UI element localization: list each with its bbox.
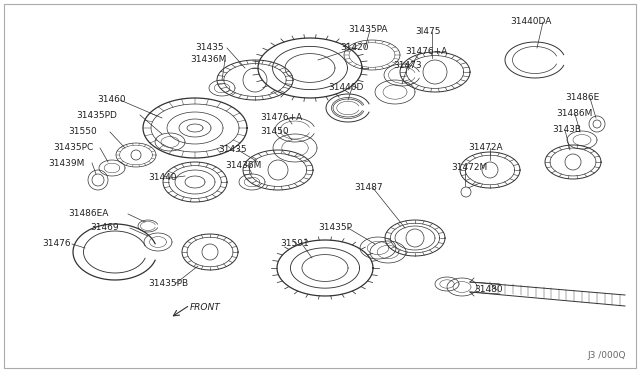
- Text: 31469: 31469: [90, 224, 118, 232]
- Text: 31550: 31550: [68, 128, 97, 137]
- Text: 31480: 31480: [474, 285, 502, 295]
- Text: 31476+A: 31476+A: [260, 113, 302, 122]
- Text: 31440DA: 31440DA: [510, 17, 552, 26]
- Text: 31435P: 31435P: [318, 224, 352, 232]
- Text: 31420: 31420: [340, 44, 369, 52]
- Text: 3l475: 3l475: [415, 28, 440, 36]
- Text: 31591: 31591: [280, 240, 308, 248]
- Text: 31440: 31440: [148, 173, 177, 183]
- Text: 31473: 31473: [393, 61, 422, 70]
- Text: 31435PA: 31435PA: [348, 26, 387, 35]
- Text: 31476: 31476: [42, 240, 70, 248]
- Text: 31472M: 31472M: [451, 164, 487, 173]
- Text: 31486M: 31486M: [556, 109, 593, 119]
- Text: 31435PD: 31435PD: [76, 110, 117, 119]
- Text: 31487: 31487: [354, 183, 383, 192]
- Text: 31476+A: 31476+A: [405, 48, 447, 57]
- Text: 31435PB: 31435PB: [148, 279, 188, 289]
- Text: 31472A: 31472A: [468, 144, 502, 153]
- Text: FRONT: FRONT: [190, 304, 221, 312]
- Text: 31486E: 31486E: [565, 93, 599, 103]
- Text: 31450: 31450: [260, 128, 289, 137]
- Text: 31486EA: 31486EA: [68, 209, 108, 218]
- Text: 31435: 31435: [195, 44, 223, 52]
- Text: 31436M: 31436M: [190, 55, 227, 64]
- Text: 31460: 31460: [97, 96, 125, 105]
- Text: 31436M: 31436M: [225, 161, 261, 170]
- Text: 31435PC: 31435PC: [53, 144, 93, 153]
- Text: 31435: 31435: [218, 145, 246, 154]
- Text: 31440D: 31440D: [328, 83, 364, 93]
- Text: 3143B: 3143B: [552, 125, 581, 135]
- Text: 31439M: 31439M: [48, 158, 84, 167]
- Text: J3 /000Q: J3 /000Q: [588, 351, 626, 360]
